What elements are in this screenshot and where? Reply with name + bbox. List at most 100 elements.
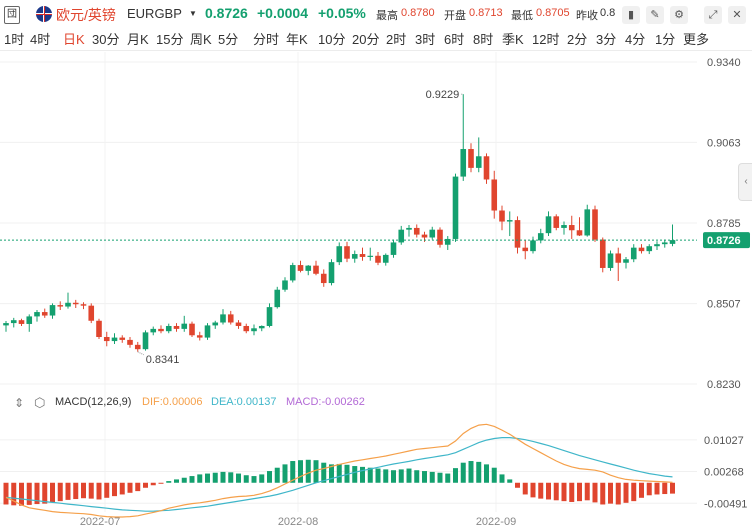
timeframe-0[interactable]: 1时 [4,32,25,47]
macd-hist-bar [476,461,482,483]
candle-body [514,220,521,248]
candle-body [607,253,614,268]
price-tick-label: 0.8507 [707,299,741,311]
candle-body [220,314,226,323]
timeframe-13[interactable]: 3时 [415,32,436,47]
candle-body [181,323,188,329]
macd-hist-bar [197,474,203,483]
candles [3,94,676,352]
timeframe-21[interactable]: 1分 [655,32,676,47]
candle-body [243,325,250,332]
price-axis: 0.9340 0.9063 0.8785 0.8507 0.8230 0.8726 [0,57,750,391]
macd-tick-label: -0.00491 [704,498,747,510]
macd-hist-bar [414,470,420,483]
candle-body [336,246,343,263]
macd-hist-bar [305,459,311,483]
timeframe-4[interactable]: 月K [127,32,149,47]
timeframe-10[interactable]: 10分 [318,32,346,47]
timeframe-19[interactable]: 3分 [596,32,617,47]
macd-hist-bar [251,476,257,483]
timeframe-11[interactable]: 20分 [352,32,380,47]
macd-hist-bar [631,482,637,502]
macd-hist-bar [181,477,187,483]
current-price-badge [703,232,750,249]
timeframe-15[interactable]: 8时 [473,32,494,47]
macd-hist-bar [119,482,125,495]
candle-body [282,280,288,290]
macd-hist-bar [398,469,404,483]
candle-type-icon[interactable]: ▮ [622,6,640,24]
expand-icon[interactable]: ⤢ [704,6,722,24]
candle-body [452,176,459,239]
macd-hist-bar [654,482,660,495]
timeframe-2[interactable]: 日K [63,32,85,47]
group-box-icon[interactable]: 団 [4,6,20,24]
candle-body [18,320,25,324]
candle-body [351,254,358,259]
draw-pen-icon[interactable]: ✎ [646,6,664,24]
macd-hist-bar [422,471,427,483]
candle-body [3,323,9,326]
macd-hist-bar [600,482,606,505]
candle-body [150,328,157,333]
close-icon[interactable]: ✕ [728,6,746,24]
macd-hist-bar [298,460,303,483]
settings-icon[interactable]: ⚙ [670,6,688,24]
collapse-arrow-icon[interactable]: ⇕ [14,396,25,410]
candle-body [367,255,374,257]
timeframe-5[interactable]: 15分 [156,32,184,47]
settings-icon[interactable]: ⬡ [34,395,46,410]
timeframe-12[interactable]: 2时 [386,32,407,47]
dif-line [5,423,673,518]
timeframe-20[interactable]: 4分 [625,32,646,47]
macd-hist-bar [344,464,350,483]
candle-body [80,304,87,306]
candle-body [491,179,498,211]
timeframe-7[interactable]: 5分 [218,32,239,47]
candle-body [289,265,296,281]
collapse-panel-icon[interactable]: ‹ [738,163,752,201]
timeframe-16[interactable]: 季K [502,32,524,47]
macd-axis: 0.01027 0.00268 -0.00491 [704,435,747,510]
macd-dea-value: DEA:0.00137 [211,396,277,408]
timeframe-9[interactable]: 年K [286,32,308,47]
candle-body [390,242,397,255]
timeframe-8[interactable]: 分时 [253,32,280,47]
macd-hist-bar [352,466,358,483]
last-price: 0.8726 [205,5,248,21]
candle-body [204,325,211,338]
timeframe-6[interactable]: 周K [190,32,212,47]
macd-hist-bar [546,482,551,500]
candle-body [96,320,102,338]
candle-body [251,328,257,332]
macd-hist-bar [104,482,110,498]
macd-hist-bar [236,473,241,483]
candle-body [258,325,265,329]
macd-histogram [3,459,675,506]
timeframe-18[interactable]: 2分 [567,32,588,47]
candle-body [460,149,467,177]
macd-hist-bar [212,472,218,483]
macd-hist-bar [584,482,590,501]
macd-hist-bar [313,460,319,483]
candle-body [553,216,560,228]
candle-body [375,255,381,263]
timeframe-22[interactable]: 更多 [683,32,710,47]
timeframe-14[interactable]: 6时 [444,32,465,47]
macd-hist-bar [158,482,164,484]
candle-body [142,332,149,350]
candle-body [654,244,660,247]
symbol-selector[interactable]: EURGBP [127,6,182,21]
candle-body [103,337,110,342]
chevron-down-icon[interactable]: ▼ [189,9,197,18]
macd-hist-bar [569,482,575,502]
macd-hist-bar [329,464,334,483]
eu-uk-flag-icon [36,6,52,22]
macd-hist-bar [112,482,117,497]
candle-body [235,322,242,326]
timeframe-1[interactable]: 4时 [30,32,51,47]
timeframe-17[interactable]: 12时 [532,32,560,47]
candle-body [522,247,529,252]
timeframe-3[interactable]: 30分 [92,32,120,47]
